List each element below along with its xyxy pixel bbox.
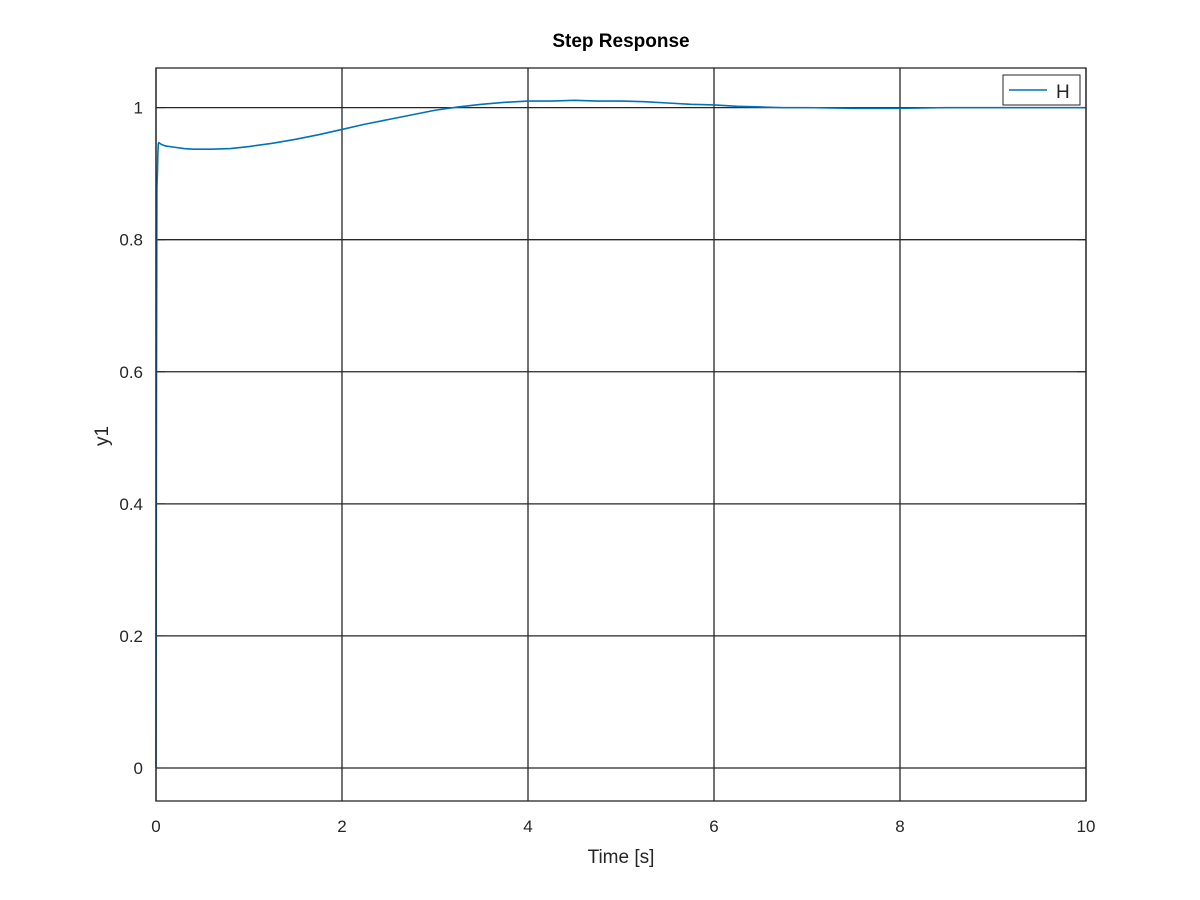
legend[interactable]: H [1002,74,1081,106]
y-tick-label: 1 [134,99,143,118]
y-tick-labels: 0 0.2 0.4 0.6 0.8 1 [119,99,143,778]
x-tick-label: 2 [337,817,346,836]
chart-title: Step Response [552,31,689,52]
y-tick-label: 0.2 [119,627,143,646]
x-tick-label: 4 [523,817,532,836]
y-axis-label: y1 [92,426,113,446]
series-layer [155,99,1086,768]
y-tick-label: 0.8 [119,231,143,250]
x-tick-label: 0 [151,817,160,836]
x-axis-label: Time [s] [588,847,655,868]
y-tick-label: 0.4 [119,495,143,514]
axes-box [155,67,1087,802]
grid-layer [155,68,1087,801]
y-tick-label: 0.6 [119,363,143,382]
x-tick-labels: 0 2 4 6 8 10 [151,817,1095,836]
y-tick-label: 0 [134,759,143,778]
x-tick-label: 8 [895,817,904,836]
x-tick-label: 6 [709,817,718,836]
plot-area [156,68,1086,801]
series-line-h [155,99,1086,768]
legend-label-h: H [1056,82,1070,103]
x-tick-label: 10 [1077,817,1096,836]
